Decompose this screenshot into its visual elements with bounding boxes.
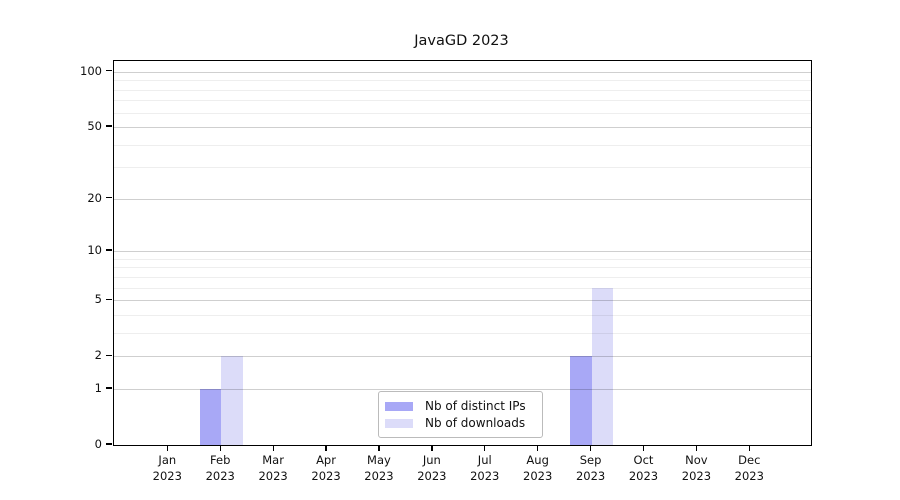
y-tick-100 xyxy=(106,70,112,72)
y-tick-5 xyxy=(106,298,112,300)
minor-gridline-30 xyxy=(114,167,811,169)
y-tick-label-50: 50 xyxy=(87,119,102,134)
x-tick-aug xyxy=(537,445,539,452)
legend-item-1: Nb of downloads xyxy=(385,415,542,432)
minor-gridline-80 xyxy=(114,89,811,91)
y-tick-label-2: 2 xyxy=(94,348,102,363)
legend-item-0: Nb of distinct IPs xyxy=(385,398,542,415)
major-gridline-1 xyxy=(114,388,811,390)
minor-gridline-4 xyxy=(114,314,811,316)
x-tick-jan xyxy=(166,445,168,452)
x-tick-label-may: May 2023 xyxy=(364,453,394,483)
legend-label-0: Nb of distinct IPs xyxy=(425,399,526,413)
minor-gridline-40 xyxy=(114,144,811,146)
x-tick-label-aug: Aug 2023 xyxy=(523,453,553,483)
x-tick-mar xyxy=(272,445,274,452)
major-gridline-10 xyxy=(114,251,811,253)
legend-swatch-1 xyxy=(385,419,413,428)
y-tick-1 xyxy=(106,387,112,389)
x-tick-jul xyxy=(484,445,486,452)
x-tick-may xyxy=(378,445,380,452)
bar-sep-series1 xyxy=(591,287,614,445)
major-gridline-100 xyxy=(114,71,811,73)
x-tick-label-dec: Dec 2023 xyxy=(734,453,764,483)
x-tick-feb xyxy=(219,445,221,452)
x-tick-label-feb: Feb 2023 xyxy=(205,453,235,483)
y-tick-label-0: 0 xyxy=(94,437,102,451)
minor-gridline-3 xyxy=(114,332,811,334)
major-gridline-2 xyxy=(114,356,811,358)
y-tick-label-10: 10 xyxy=(87,243,102,258)
legend-swatch-0 xyxy=(385,402,413,411)
x-tick-oct xyxy=(642,445,645,452)
plot-area xyxy=(113,60,812,446)
x-tick-label-apr: Apr 2023 xyxy=(311,453,341,483)
minor-gridline-7 xyxy=(114,276,811,278)
y-tick-label-5: 5 xyxy=(94,292,102,307)
x-tick-apr xyxy=(325,445,327,452)
major-gridline-5 xyxy=(114,300,811,302)
minor-gridline-8 xyxy=(114,267,811,269)
bar-feb-series1 xyxy=(221,356,243,445)
y-tick-label-100: 100 xyxy=(80,63,102,78)
minor-gridline-9 xyxy=(114,258,811,260)
x-tick-label-oct: Oct 2023 xyxy=(628,453,659,483)
y-tick-0 xyxy=(106,443,112,445)
y-tick-20 xyxy=(106,197,112,199)
y-tick-label-20: 20 xyxy=(87,190,102,205)
x-tick-sep xyxy=(589,445,592,452)
major-gridline-20 xyxy=(114,198,811,200)
x-tick-label-sep: Sep 2023 xyxy=(575,453,606,483)
x-tick-dec xyxy=(748,445,750,452)
x-tick-label-mar: Mar 2023 xyxy=(258,453,288,483)
bar-sep-series0 xyxy=(569,356,592,445)
x-tick-nov xyxy=(695,445,698,452)
legend: Nb of distinct IPs Nb of downloads xyxy=(378,391,543,438)
y-tick-label-1: 1 xyxy=(94,380,102,395)
x-tick-label-nov: Nov 2023 xyxy=(681,453,712,483)
minor-gridline-60 xyxy=(114,112,811,114)
y-tick-10 xyxy=(106,249,112,251)
chart-title: JavaGD 2023 xyxy=(414,33,509,49)
minor-gridline-6 xyxy=(114,287,811,289)
minor-gridline-90 xyxy=(114,80,811,82)
minor-gridline-70 xyxy=(114,100,811,102)
x-tick-jun xyxy=(431,445,433,452)
x-tick-label-jun: Jun 2023 xyxy=(417,453,447,483)
y-tick-50 xyxy=(106,125,112,127)
major-gridline-50 xyxy=(114,127,811,129)
y-tick-2 xyxy=(106,354,112,356)
x-tick-label-jul: Jul 2023 xyxy=(470,453,500,483)
legend-label-1: Nb of downloads xyxy=(425,416,526,430)
bar-feb-series0 xyxy=(199,388,222,445)
x-tick-label-jan: Jan 2023 xyxy=(152,453,182,483)
